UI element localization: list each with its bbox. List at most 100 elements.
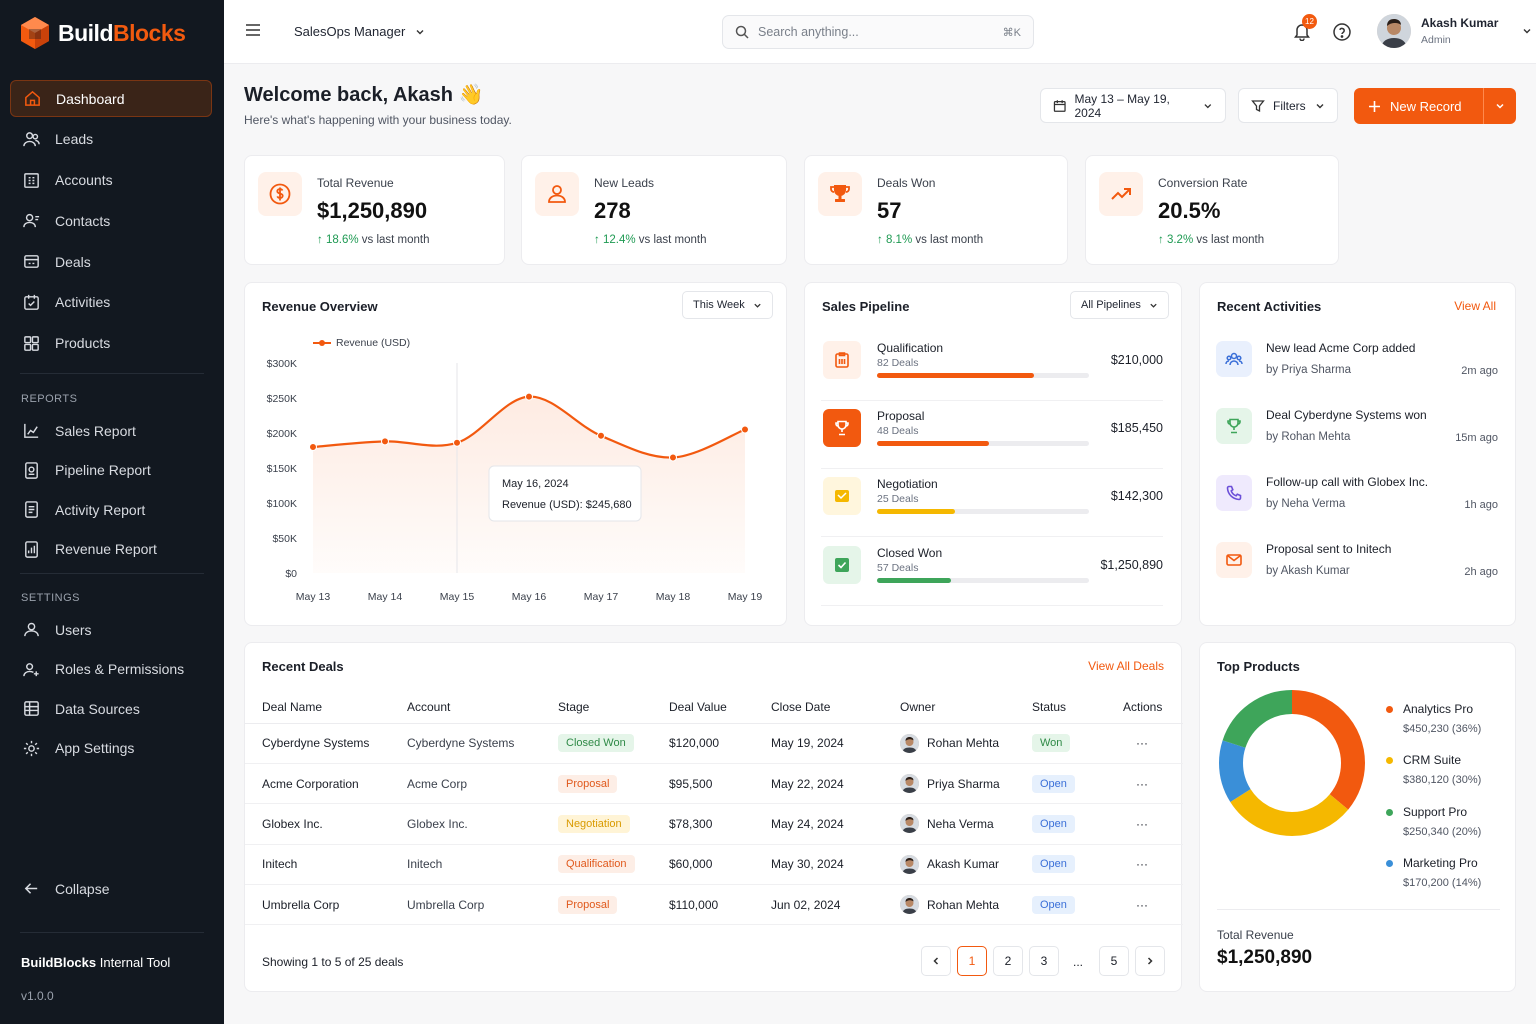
users-icon: [23, 131, 40, 147]
pipeline-filter-dropdown[interactable]: All Pipelines: [1070, 291, 1169, 319]
row-actions-button[interactable]: ···: [1106, 884, 1183, 926]
deal-name[interactable]: Cyberdyne Systems: [245, 723, 390, 764]
sidebar-item-revenue-report[interactable]: Revenue Report: [10, 531, 212, 568]
row-actions-button[interactable]: ···: [1106, 844, 1183, 886]
deal-name[interactable]: Globex Inc.: [245, 803, 390, 845]
user-name: Akash Kumar: [1421, 16, 1499, 30]
avatar: [900, 814, 919, 834]
sidebar-item-roles-permissions[interactable]: Roles & Permissions: [10, 651, 212, 688]
sidebar-item-pipeline-report[interactable]: Pipeline Report: [10, 452, 212, 489]
pagination-page-1[interactable]: 1: [957, 946, 987, 976]
sidebar-item-products[interactable]: Products: [10, 325, 212, 362]
sidebar-item-accounts[interactable]: Accounts: [10, 162, 212, 199]
new-record-dropdown[interactable]: [1484, 101, 1516, 111]
search-icon: [735, 25, 749, 39]
brand-logo[interactable]: BuildBlocks: [20, 16, 186, 50]
column-header[interactable]: Deal Value: [652, 691, 754, 724]
table-row[interactable]: Cyberdyne Systems Cyberdyne Systems Closed…: [245, 723, 1183, 764]
column-header[interactable]: Deal Name: [245, 691, 390, 724]
column-header[interactable]: Owner: [883, 691, 1015, 724]
table-row[interactable]: Umbrella Corp Umbrella Corp Proposal $110,0…: [245, 884, 1183, 926]
sidebar-item-activities[interactable]: Activities: [10, 284, 212, 321]
new-record-main[interactable]: New Record: [1354, 88, 1484, 124]
legend-value: $450,230 (36%): [1403, 723, 1482, 735]
revenue-report-icon: [25, 540, 38, 558]
deal-name[interactable]: Umbrella Corp: [245, 884, 390, 926]
pagination-page-3[interactable]: 3: [1029, 946, 1059, 976]
data-point: [741, 425, 749, 434]
filter-icon: [1251, 99, 1265, 112]
activity-item[interactable]: Follow-up call with Globex Inc. by Neha …: [1216, 475, 1498, 535]
sidebar-item-deals[interactable]: Deals: [10, 243, 212, 280]
row-actions-button[interactable]: ···: [1106, 723, 1183, 764]
pagination-prev-button[interactable]: [921, 946, 951, 976]
search-input[interactable]: [758, 25, 994, 39]
data-point: [597, 431, 605, 440]
activity-item[interactable]: Proposal sent to Initech by Akash Kumar …: [1216, 542, 1498, 602]
deal-owner-cell: Priya Sharma: [883, 763, 1015, 805]
pagination-page-2[interactable]: 2: [993, 946, 1023, 976]
sidebar-item-dashboard[interactable]: Dashboard: [10, 80, 212, 117]
table-row[interactable]: Initech Initech Qualification $60,000 May 30…: [245, 844, 1183, 886]
deal-name[interactable]: Initech: [245, 844, 390, 886]
table-row[interactable]: Globex Inc. Globex Inc. Negotiation $78,300…: [245, 803, 1183, 845]
column-header[interactable]: Close Date: [754, 691, 883, 724]
sidebar-item-contacts[interactable]: Contacts: [10, 202, 212, 239]
legend-name: CRM Suite: [1403, 753, 1462, 767]
document-icon: [25, 501, 38, 518]
sidebar-item-app-settings[interactable]: App Settings: [10, 730, 212, 767]
filters-button[interactable]: Filters: [1238, 88, 1338, 123]
pipeline-stage-negotiation[interactable]: Negotiation 25 Deals $142,300: [821, 477, 1163, 537]
deal-name[interactable]: Acme Corporation: [245, 763, 390, 805]
activity-item[interactable]: New lead Acme Corp added by Priya Sharma…: [1216, 341, 1498, 401]
view-all-activities-link[interactable]: View All: [1454, 299, 1496, 313]
calendar-check-icon: [24, 294, 39, 310]
sidebar-item-users[interactable]: Users: [10, 611, 212, 648]
donut-slice[interactable]: [1219, 690, 1365, 836]
pipeline-stage-proposal[interactable]: Proposal 48 Deals $185,450: [821, 409, 1163, 469]
pipeline-stage-closed-won[interactable]: Closed Won 57 Deals $1,250,890: [821, 546, 1163, 606]
deal-status-cell: Open: [1015, 803, 1106, 845]
pagination-page-5[interactable]: 5: [1099, 946, 1129, 976]
user-menu[interactable]: Akash Kumar Admin: [1377, 14, 1532, 48]
row-actions-button[interactable]: ···: [1106, 763, 1183, 805]
view-all-deals-link[interactable]: View All Deals: [1088, 659, 1164, 673]
sidebar: BuildBlocks Dashboard Leads Accounts Con…: [0, 0, 224, 1024]
activity-author: by Priya Sharma: [1266, 364, 1352, 376]
pagination-next-button[interactable]: [1135, 946, 1165, 976]
stage-name: Qualification: [877, 341, 944, 355]
date-range-picker[interactable]: May 13 – May 19, 2024: [1040, 88, 1226, 123]
trophy-icon: [818, 172, 862, 216]
new-record-button[interactable]: New Record: [1354, 88, 1516, 124]
donut-slice[interactable]: [1219, 690, 1365, 836]
collapse-sidebar-button[interactable]: Collapse: [10, 870, 212, 907]
kpi-card-new-leads: New Leads 278 ↑ 12.4% vs last month: [521, 155, 787, 265]
workspace-selector[interactable]: SalesOps Manager: [294, 24, 425, 39]
column-header[interactable]: Stage: [541, 691, 652, 724]
help-icon[interactable]: [1332, 22, 1352, 42]
deal-owner-cell: Neha Verma: [883, 803, 1015, 845]
column-header[interactable]: Account: [390, 691, 541, 724]
stage-badge: Qualification: [558, 855, 635, 874]
donut-slice[interactable]: [1219, 690, 1365, 836]
user-role: Admin: [1421, 34, 1451, 46]
activity-title: New lead Acme Corp added: [1266, 341, 1416, 355]
row-actions-button[interactable]: ···: [1106, 803, 1183, 845]
sidebar-item-data-sources[interactable]: Data Sources: [10, 690, 212, 727]
kpi-value: 278: [594, 198, 631, 223]
pipeline-stage-qualification[interactable]: Qualification 82 Deals $210,000: [821, 341, 1163, 401]
sidebar-item-sales-report[interactable]: Sales Report: [10, 412, 212, 449]
legend-dot: [1386, 809, 1393, 816]
legend-name: Support Pro: [1403, 805, 1468, 819]
recent-deals-card: Recent Deals View All Deals Deal Name Ac…: [244, 642, 1183, 992]
sidebar-item-activity-report[interactable]: Activity Report: [10, 491, 212, 528]
menu-icon[interactable]: [244, 21, 262, 39]
status-badge: Open: [1032, 895, 1075, 914]
revenue-range-dropdown[interactable]: This Week: [682, 291, 773, 319]
table-row[interactable]: Acme Corporation Acme Corp Proposal $95,500…: [245, 763, 1183, 805]
sidebar-divider: [20, 373, 204, 374]
column-header[interactable]: Status: [1015, 691, 1106, 724]
activity-item[interactable]: Deal Cyberdyne Systems won by Rohan Meht…: [1216, 408, 1498, 468]
sidebar-item-leads[interactable]: Leads: [10, 121, 212, 158]
x-tick-label: May 16: [512, 591, 547, 603]
